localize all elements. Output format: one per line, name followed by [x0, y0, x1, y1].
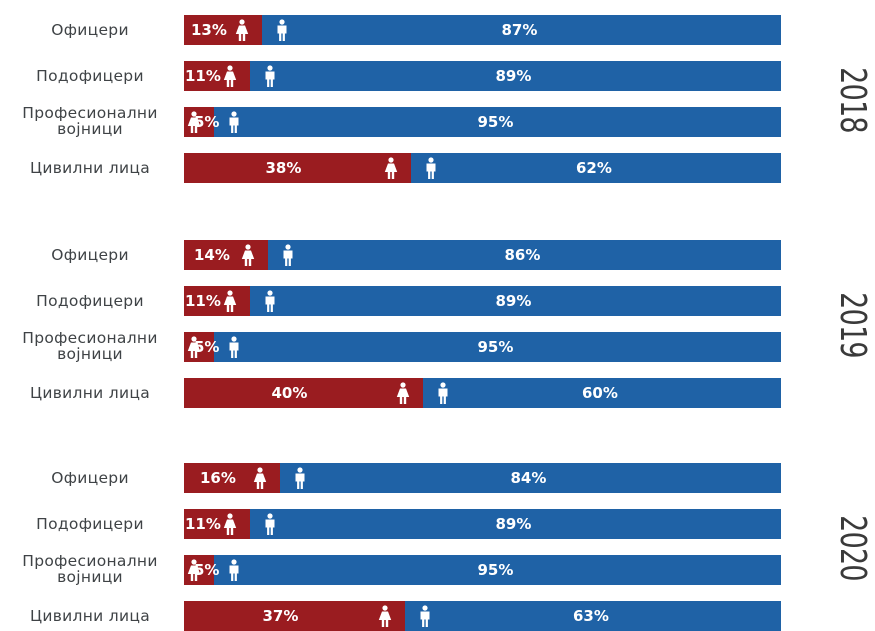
- row-label-1: Офицери: [51, 21, 129, 39]
- male-pct-label: 89%: [495, 292, 532, 310]
- year-label: 2019: [832, 292, 873, 358]
- row-label-line: Професионални: [22, 552, 158, 570]
- male-bar-segment: [250, 509, 781, 539]
- female-pct-label: 38%: [265, 159, 302, 177]
- female-pct-label: 37%: [262, 607, 299, 625]
- male-bar-segment: [214, 107, 781, 137]
- male-pct-label: 84%: [510, 469, 547, 487]
- row-label-4: Цивилни лица: [30, 607, 150, 625]
- row-label-line: војници: [57, 120, 123, 138]
- male-figure-icon: [417, 605, 433, 627]
- row-label-line: војници: [57, 568, 123, 586]
- male-pct-label: 60%: [582, 384, 618, 402]
- male-pct-label: 95%: [477, 113, 514, 131]
- row-label-4: Цивилни лица: [30, 384, 150, 402]
- male-pct-label: 89%: [495, 515, 532, 533]
- female-figure-icon: [186, 559, 202, 581]
- female-bar-segment: [184, 153, 411, 183]
- male-pct-label: 62%: [576, 159, 612, 177]
- male-pct-label: 95%: [477, 561, 514, 579]
- female-figure-icon: [234, 19, 250, 41]
- female-bar-segment: [184, 61, 250, 91]
- female-pct-label: 11%: [185, 67, 221, 85]
- male-bar-segment: [262, 15, 781, 45]
- female-pct-label: 5%: [194, 113, 220, 131]
- male-figure-icon: [280, 244, 296, 266]
- row-label-1: Офицери: [51, 469, 129, 487]
- female-pct-label: 14%: [194, 246, 230, 264]
- male-pct-label: 86%: [504, 246, 541, 264]
- female-pct-label: 11%: [185, 292, 221, 310]
- male-figure-icon: [274, 19, 290, 41]
- male-bar-segment: [250, 286, 781, 316]
- row-label-2: Подофицери: [36, 292, 144, 310]
- female-pct-label: 16%: [200, 469, 236, 487]
- female-figure-icon: [186, 336, 202, 358]
- female-pct-label: 5%: [194, 338, 220, 356]
- male-pct-label: 95%: [477, 338, 514, 356]
- female-figure-icon: [383, 157, 399, 179]
- male-figure-icon: [435, 382, 451, 404]
- female-pct-label: 11%: [185, 515, 221, 533]
- male-pct-label: 89%: [495, 67, 532, 85]
- female-bar-segment: [184, 107, 214, 137]
- year-label: 2018: [832, 67, 873, 133]
- male-bar-segment: [214, 555, 781, 585]
- row-label-line: војници: [57, 345, 123, 363]
- female-bar-segment: [184, 286, 250, 316]
- female-figure-icon: [222, 290, 238, 312]
- row-label-3: Професионални војници: [2, 330, 178, 362]
- year-label: 2020: [832, 515, 873, 581]
- male-figure-icon: [423, 157, 439, 179]
- female-pct-label: 5%: [194, 561, 220, 579]
- female-figure-icon: [186, 111, 202, 133]
- row-label-line: Професионални: [22, 329, 158, 347]
- male-bar-segment: [280, 463, 781, 493]
- female-bar-segment: [184, 15, 262, 45]
- row-label-4: Цивилни лица: [30, 159, 150, 177]
- row-label-3: Професионални војници: [2, 105, 178, 137]
- male-figure-icon: [226, 111, 242, 133]
- female-bar-segment: [184, 509, 250, 539]
- female-figure-icon: [240, 244, 256, 266]
- male-figure-icon: [226, 559, 242, 581]
- male-bar-segment: [423, 378, 781, 408]
- female-figure-icon: [252, 467, 268, 489]
- female-bar-segment: [184, 555, 214, 585]
- row-label-2: Подофицери: [36, 515, 144, 533]
- male-bar-segment: [250, 61, 781, 91]
- female-pct-label: 13%: [191, 21, 227, 39]
- female-figure-icon: [377, 605, 393, 627]
- row-label-3: Професионални војници: [2, 553, 178, 585]
- male-figure-icon: [262, 290, 278, 312]
- row-label-1: Офицери: [51, 246, 129, 264]
- male-bar-segment: [268, 240, 781, 270]
- row-label-2: Подофицери: [36, 67, 144, 85]
- female-figure-icon: [222, 513, 238, 535]
- male-figure-icon: [226, 336, 242, 358]
- female-figure-icon: [222, 65, 238, 87]
- male-pct-label: 63%: [573, 607, 609, 625]
- female-bar-segment: [184, 240, 268, 270]
- male-figure-icon: [262, 65, 278, 87]
- male-figure-icon: [262, 513, 278, 535]
- male-figure-icon: [292, 467, 308, 489]
- female-figure-icon: [395, 382, 411, 404]
- female-bar-segment: [184, 332, 214, 362]
- female-pct-label: 40%: [271, 384, 308, 402]
- female-bar-segment: [184, 378, 423, 408]
- male-bar-segment: [214, 332, 781, 362]
- male-pct-label: 87%: [501, 21, 538, 39]
- male-bar-segment: [411, 153, 781, 183]
- row-label-line: Професионални: [22, 104, 158, 122]
